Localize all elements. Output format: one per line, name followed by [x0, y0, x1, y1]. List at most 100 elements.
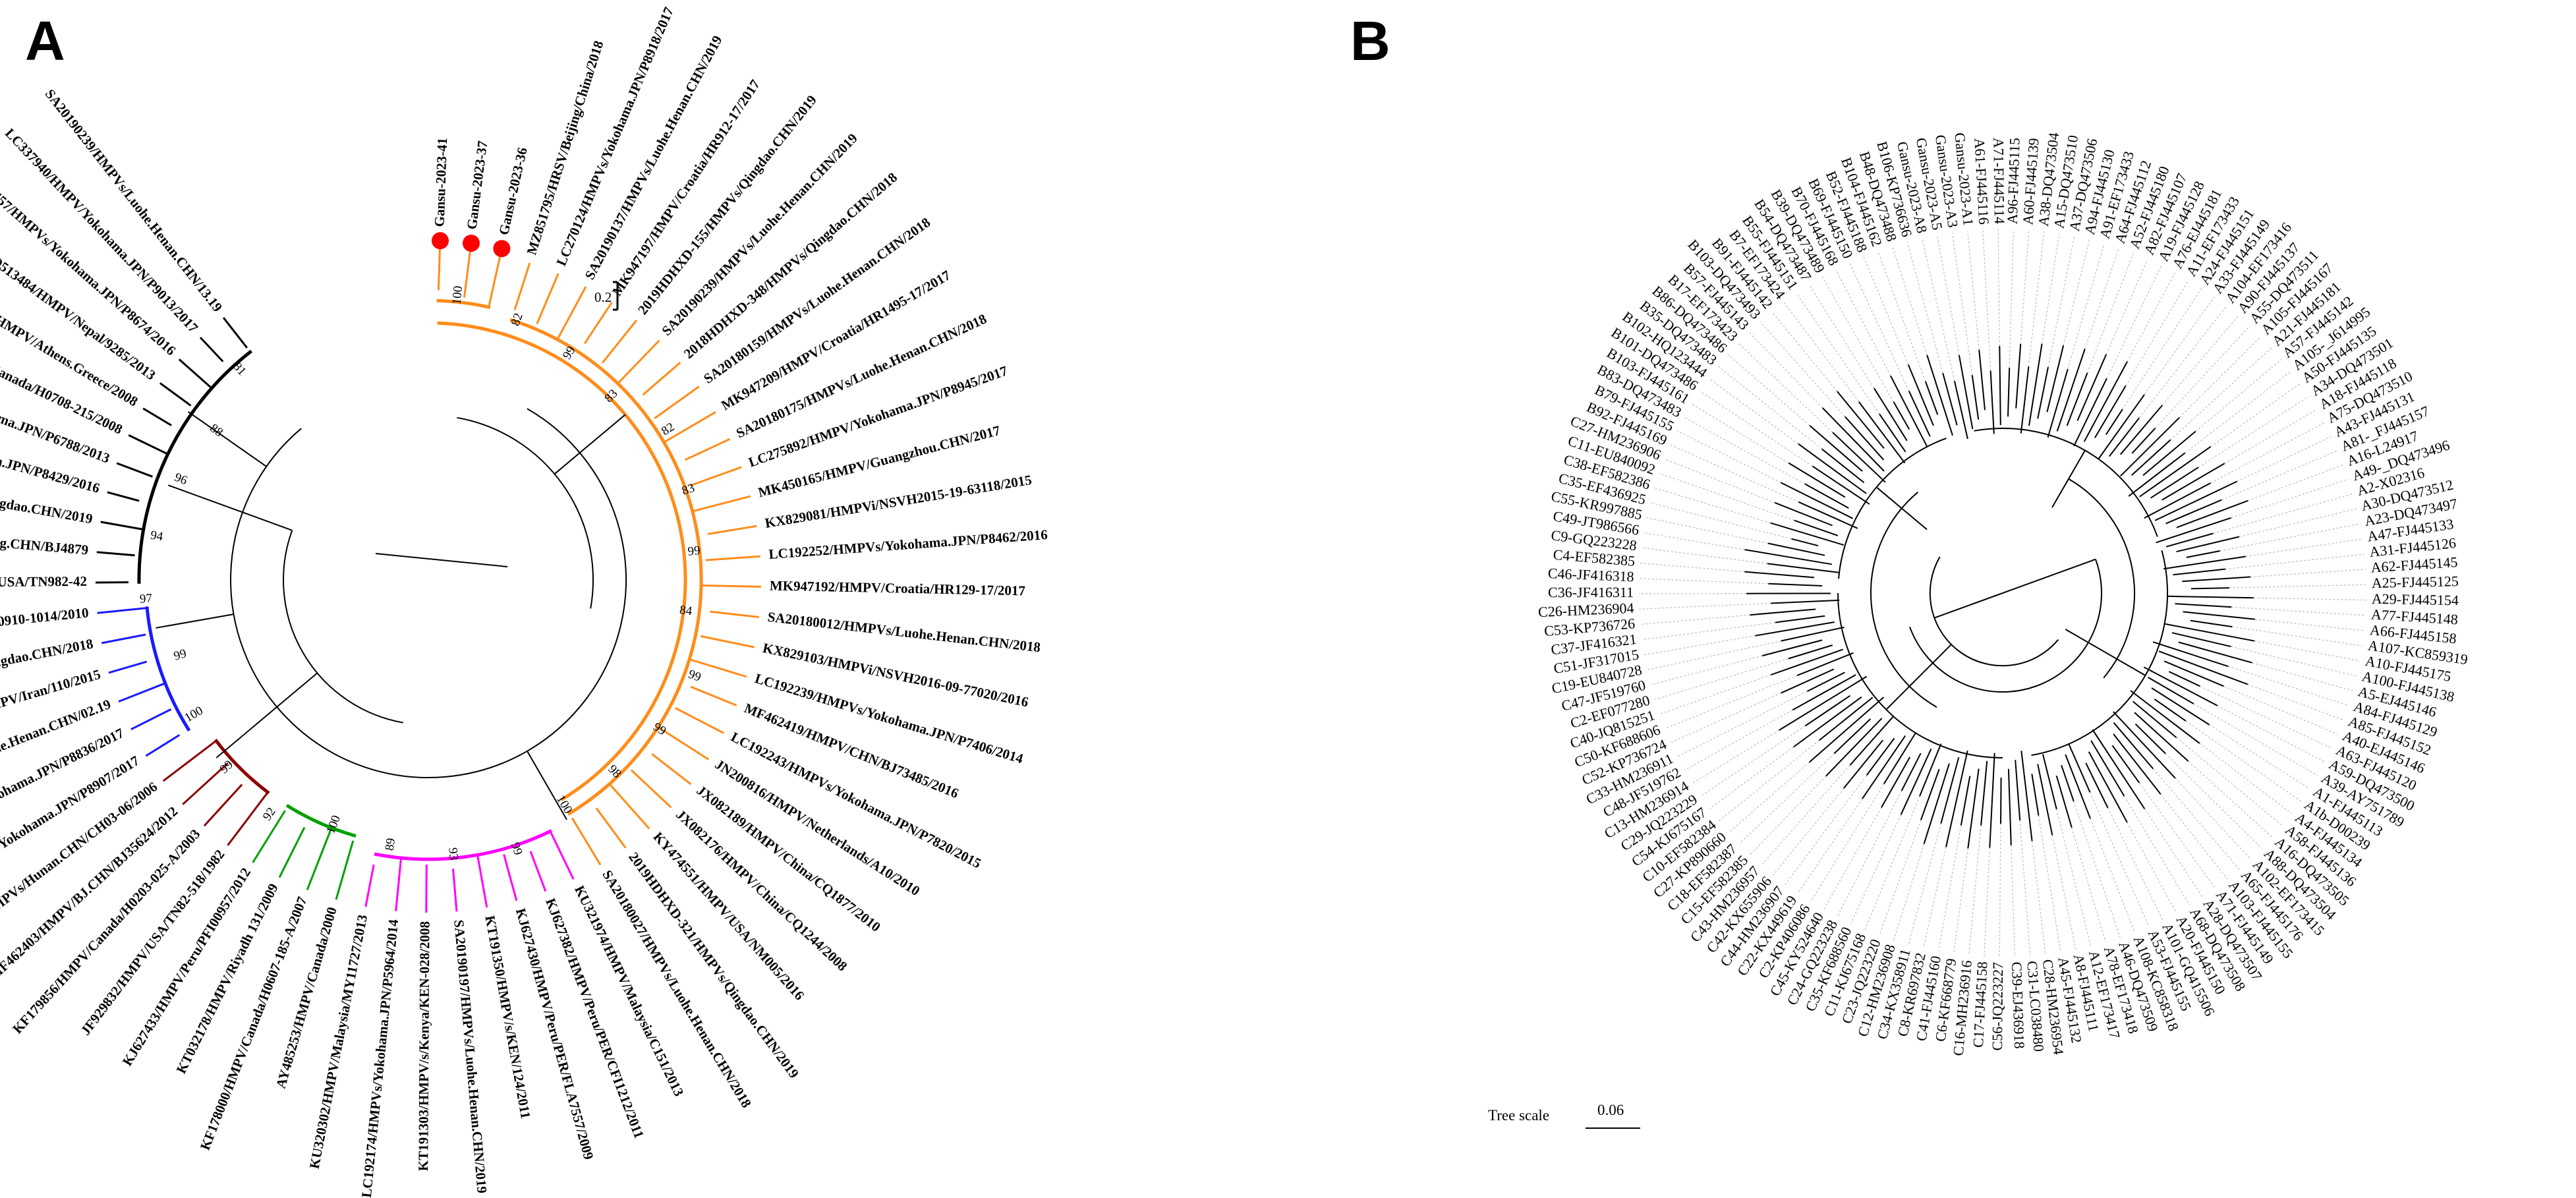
red-dot-marker [493, 240, 511, 258]
tip-branch [96, 551, 135, 557]
clade-arc [137, 349, 253, 584]
tip-branch [2046, 345, 2065, 413]
leader-line [2028, 231, 2045, 367]
tip-branch [1779, 675, 1868, 731]
taxon-label: LC192174/HMPVs/Yokohama.JPN/P5964/2014 [358, 919, 401, 1198]
tip-branch [2092, 729, 2146, 810]
bootstrap-value: 99 [172, 646, 188, 664]
tip-branch [1908, 390, 1931, 437]
tip-branch [705, 555, 760, 561]
tip-branch [182, 762, 229, 805]
leader-line [1982, 229, 1991, 371]
scale-label: 0.2 [594, 289, 612, 305]
tip-branch [1750, 608, 1816, 616]
bootstrap-value: 100 [449, 285, 465, 306]
leader-line [1719, 740, 1819, 822]
tree-scale-value: 0.06 [1597, 1102, 1624, 1118]
tip-branch [101, 633, 146, 644]
tip-branch [2134, 712, 2189, 762]
bootstrap-value: 92 [260, 805, 279, 823]
tip-branch [529, 851, 547, 892]
leader-line [2219, 523, 2361, 552]
tip-branch [1804, 483, 1849, 509]
internal-branch [1875, 486, 1928, 530]
tip-branch [199, 337, 224, 362]
leader-line [2175, 778, 2251, 860]
internal-branch [2051, 449, 2086, 508]
tip-branch [692, 495, 751, 513]
leader-line [1677, 691, 1808, 757]
marker-label: Gansu-2023-37 [464, 140, 491, 230]
leader-line [2138, 782, 2216, 889]
tip-branch [2150, 467, 2199, 499]
tip-branch [118, 682, 166, 702]
tip-branch [2183, 611, 2256, 620]
tip-branch [130, 708, 172, 731]
tip-branch [2139, 445, 2212, 498]
tree-scale-label: Tree scale [1488, 1107, 1549, 1124]
tip-branch [1832, 432, 1886, 483]
tip-branch [2163, 556, 2246, 570]
leader-line [2250, 569, 2366, 578]
leader-line [1642, 547, 1767, 564]
leader-line [2237, 436, 2332, 482]
tip-branch [1744, 571, 1815, 579]
tip-branch [2037, 764, 2053, 836]
tip-branch [252, 810, 286, 863]
tip-branch [1960, 776, 1971, 826]
taxon-label: MK947192/HMPV/Croatia/HR129-17/2017 [770, 578, 1025, 599]
leader-line [1850, 814, 1902, 924]
leader-line [2188, 760, 2273, 838]
tip-branch [2111, 745, 2140, 784]
leader-line [1644, 532, 1745, 550]
tip-branch [1775, 615, 1825, 623]
leader-line [1761, 764, 1850, 866]
tip-branch [1958, 355, 1974, 430]
taxon-label: MZ851795/HRSV/Beijing/China/2018 [523, 39, 606, 257]
leader-line [1748, 331, 1823, 409]
tip-branch [2076, 354, 2107, 421]
leader-line [1647, 641, 1781, 671]
leader-line [2253, 597, 2366, 601]
tip-branch [617, 339, 660, 385]
leader-line [2193, 703, 2318, 776]
leader-line [2221, 450, 2338, 501]
bootstrap-value: 84 [679, 603, 693, 618]
leader-line [1771, 311, 1838, 392]
leader-line [2090, 818, 2135, 932]
tip-branch [2073, 378, 2107, 447]
bootstrap-value: 99 [686, 668, 702, 685]
leader-line [1708, 378, 1799, 445]
tip-branch [488, 254, 501, 308]
tip-branch [674, 706, 724, 734]
panel-a: A Gansu-2023-41 Gansu-2023-37 Gansu-2023-3… [0, 5, 1048, 1198]
leader-line [1864, 795, 1920, 930]
tip-branch [2186, 550, 2220, 558]
tip-branch [657, 726, 710, 760]
tip-branch [1881, 756, 1911, 808]
panel-b: B Gansu-2023-A8 Gansu-2023-A5 Gansu-2023-A… [1288, 0, 2576, 1198]
leader-line [1640, 562, 1745, 573]
bootstrap-value: 94 [150, 528, 165, 544]
tip-branch [1845, 416, 1885, 461]
tip-branch [1907, 364, 1934, 426]
tip-branch [1755, 621, 1835, 637]
backbone-branch [156, 613, 234, 629]
leader-line [2229, 584, 2366, 588]
leader-line [2195, 358, 2282, 432]
leader-line [1783, 302, 1860, 403]
backbone-arc [457, 416, 594, 609]
tip-branch [1774, 501, 1833, 527]
tip-branch [1825, 718, 1883, 777]
leader-line [2086, 253, 2134, 374]
tip-branch [2037, 366, 2049, 419]
tip-branch [2105, 409, 2123, 436]
tip-branch [700, 635, 755, 648]
clade-arc [285, 803, 357, 838]
tip-branch [1792, 674, 1856, 711]
leader-line [1785, 775, 1868, 885]
tip-branch [107, 491, 140, 502]
tip-branch [1999, 345, 2001, 426]
leader-line [1877, 251, 1926, 382]
phylogenetic-tree-b: Gansu-2023-A8Gansu-2023-A5Gansu-2023-A3G… [1488, 132, 2469, 1129]
